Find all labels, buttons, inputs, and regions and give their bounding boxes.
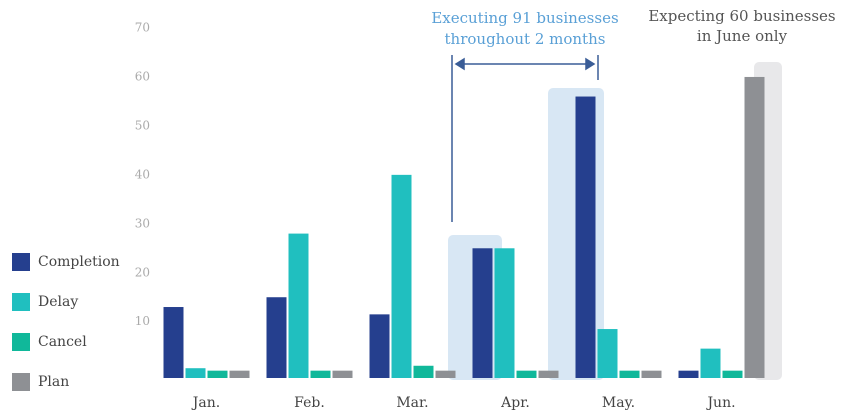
bar <box>369 314 390 378</box>
y-tick-label: 30 <box>135 216 150 230</box>
bar <box>744 76 765 378</box>
legend-swatch <box>12 253 30 271</box>
y-tick-label: 20 <box>135 265 150 279</box>
bar <box>678 370 699 378</box>
bar <box>266 297 287 378</box>
y-tick-label: 50 <box>135 118 150 132</box>
legend-swatch <box>12 373 30 391</box>
bar <box>722 370 743 378</box>
bar <box>516 370 537 378</box>
bar <box>641 370 662 378</box>
bracket <box>451 55 599 222</box>
y-tick-label: 40 <box>135 167 150 181</box>
bar <box>229 370 250 378</box>
legend-label: Delay <box>38 294 78 310</box>
legend-label: Plan <box>38 374 69 390</box>
bar <box>310 370 331 378</box>
bar <box>435 370 456 378</box>
bar <box>207 370 228 378</box>
annotation: Expecting 60 businesses <box>648 7 835 25</box>
annotation: throughout 2 months <box>445 30 606 48</box>
bar <box>700 348 721 378</box>
bar <box>185 368 206 378</box>
annotation: in June only <box>697 27 788 45</box>
bar <box>538 370 559 378</box>
x-tick-label: Jan. <box>191 395 220 411</box>
x-tick-label: Apr. <box>500 395 530 411</box>
y-tick-label: 60 <box>135 69 150 83</box>
legend-swatch <box>12 293 30 311</box>
bar <box>391 174 412 378</box>
y-tick-label: 10 <box>135 314 150 328</box>
bar <box>163 307 184 378</box>
x-tick-label: May. <box>602 395 635 411</box>
bar <box>575 96 596 379</box>
bar <box>619 370 640 378</box>
bar <box>288 233 309 378</box>
bar <box>597 329 618 378</box>
annotation: Executing 91 businesses <box>431 9 618 27</box>
y-tick-label: 70 <box>135 21 150 35</box>
legend-label: Completion <box>38 254 120 270</box>
x-tick-label: Mar. <box>396 395 428 411</box>
bar <box>413 365 434 378</box>
x-tick-label: Feb. <box>294 395 325 411</box>
bar <box>494 248 515 378</box>
x-tick-label: Jun. <box>705 395 735 411</box>
legend-label: Cancel <box>38 334 87 350</box>
legend-swatch <box>12 333 30 351</box>
bar <box>472 248 493 378</box>
bar <box>332 370 353 378</box>
